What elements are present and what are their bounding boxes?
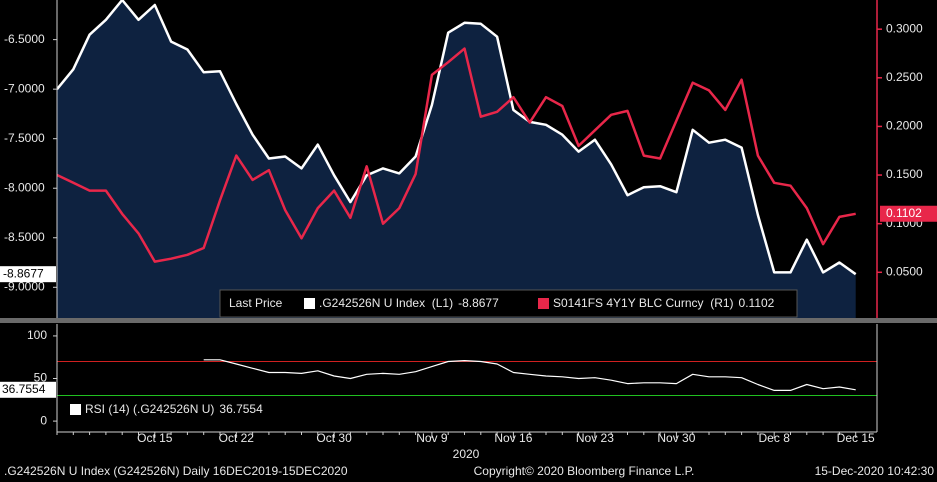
legend-name: .G242526N U Index (L1): [319, 296, 453, 310]
y-tick-label: 50: [34, 371, 48, 385]
legend-value: 36.7554: [219, 402, 263, 416]
legend-swatch: [304, 298, 315, 309]
y2-tick-label: 0.3000: [886, 21, 923, 35]
series-line: [203, 359, 856, 391]
x-tick-label: Oct 22: [219, 431, 255, 445]
y2-tick-label: 0.2500: [886, 70, 923, 84]
y2-tick-label: 0.2000: [886, 119, 923, 133]
plot-area: [57, 359, 877, 397]
main-panel: -6.5000 -7.0000 -7.5000 -8.0000 -8.5000 -9.00…: [4, 0, 923, 318]
overlays: -8.8677 0.1102 36.7554 Last Price .G242526N …: [0, 205, 937, 420]
footer-right: 15-Dec-2020 10:42:30: [815, 464, 935, 478]
legend-entry: RSI (14) (.G242526N U) 36.7554: [85, 402, 263, 416]
y-tick-label: -8.5000: [4, 230, 45, 244]
x-tick-label: Dec 8: [759, 431, 791, 445]
y-tick-label: -8.0000: [4, 180, 45, 194]
last-value-tag: [880, 205, 937, 222]
last-value-label: -8.8677: [3, 266, 44, 280]
x-tick-label: Nov 23: [576, 431, 614, 445]
legend-entry: S0141FS 4Y1Y BLC Curncy (R1) 0.1102: [553, 296, 775, 310]
y-tick-label: 100: [27, 328, 47, 342]
legend-box: [219, 289, 798, 318]
legend-name: RSI (14) (.G242526N U): [85, 402, 214, 416]
legend-box: [62, 400, 286, 420]
y-tick-label: 0: [40, 413, 47, 427]
x-tick-label: Nov 9: [416, 431, 448, 445]
legend-entry: .G242526N U Index (L1) -8.8677: [319, 296, 499, 310]
x-tick-label: Oct 15: [137, 431, 173, 445]
series-line: [57, 0, 857, 276]
legend-name: S0141FS 4Y1Y BLC Curncy (R1): [553, 296, 734, 310]
x-tick-label: Dec 15: [837, 431, 875, 445]
legend-title: Last Price: [229, 296, 283, 310]
series-line: [57, 47, 856, 263]
y2-tick-label: 0.0500: [886, 264, 923, 278]
panel-separator: [0, 318, 937, 323]
y-tick-label: -6.5000: [4, 32, 45, 46]
plot-area: [57, 0, 857, 318]
rsi-panel: 100 50 0 Oct 15 Oct 22 Oct 30 Nov 9 Nov 16 Nov 2…: [27, 324, 878, 445]
x-tick-label: Nov 16: [494, 431, 532, 445]
legend-value: -8.8677: [458, 296, 499, 310]
area-fill: [57, 0, 856, 318]
y-tick-label: -7.0000: [4, 81, 45, 95]
x-tick-label: Nov 30: [657, 431, 695, 445]
last-value-tag: [0, 266, 56, 283]
last-value-label: 36.7554: [2, 382, 46, 396]
y-tick-label: -7.5000: [4, 131, 45, 145]
x-axis-label: 2020: [453, 447, 480, 461]
last-value-label: 0.1102: [886, 206, 922, 220]
footer-center: Copyright© 2020 Bloomberg Finance L.P.: [474, 464, 695, 478]
legend-value: 0.1102: [739, 296, 775, 310]
footer-left: .G242526N U Index (G242526N) Daily 16DEC…: [4, 464, 348, 478]
legend-swatch: [70, 404, 81, 415]
y2-tick-label: 0.1500: [886, 167, 923, 181]
x-tick-label: Oct 30: [316, 431, 352, 445]
y-tick-label: -9.0000: [4, 279, 45, 293]
legend-swatch: [538, 298, 549, 309]
last-value-tag: [0, 381, 56, 398]
